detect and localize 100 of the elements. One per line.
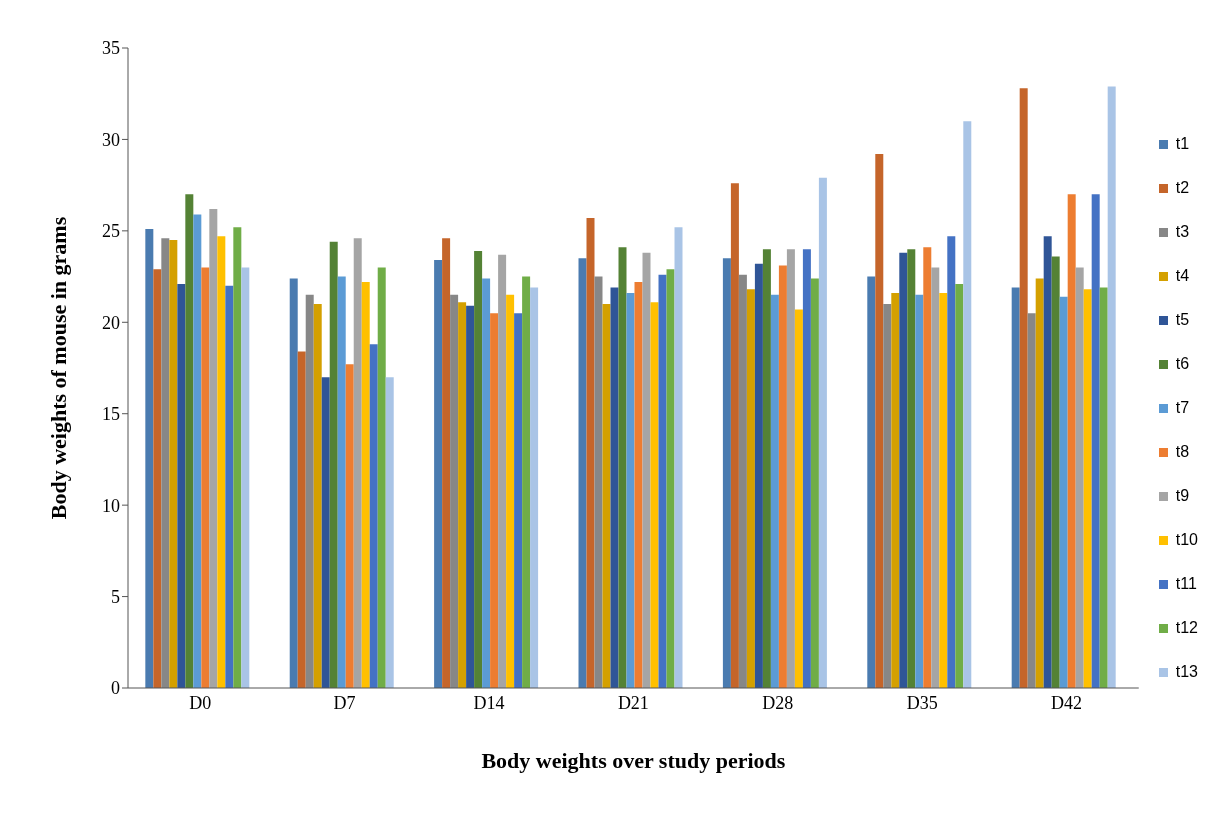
bar xyxy=(915,294,924,688)
y-tick-label: 10 xyxy=(102,495,120,516)
bar xyxy=(955,283,964,688)
x-axis-title: Body weights over study periods xyxy=(481,748,786,773)
legend-label: t3 xyxy=(1175,223,1190,241)
bar xyxy=(802,249,811,688)
y-tick-label: 30 xyxy=(102,129,120,150)
bar xyxy=(762,249,771,688)
bar xyxy=(1043,236,1052,688)
legend-label: t9 xyxy=(1175,487,1190,505)
bar xyxy=(610,287,619,688)
legend-label: t13 xyxy=(1175,663,1198,681)
bar xyxy=(674,227,683,688)
bar xyxy=(442,238,451,688)
bar xyxy=(209,208,218,688)
x-tick-label: D14 xyxy=(473,692,505,713)
y-tick-label: 35 xyxy=(102,38,120,59)
bar xyxy=(369,344,378,688)
bar xyxy=(361,282,370,688)
legend-label: t6 xyxy=(1175,355,1190,373)
bar xyxy=(1011,287,1020,688)
bar xyxy=(899,252,908,688)
x-tick-label: D28 xyxy=(762,692,794,713)
bar xyxy=(1035,278,1044,688)
x-tick-label: D7 xyxy=(333,692,356,713)
bar xyxy=(353,238,362,688)
bar xyxy=(169,240,178,688)
bar xyxy=(1099,287,1108,688)
bar xyxy=(161,238,170,688)
bar xyxy=(1019,88,1028,688)
bar xyxy=(466,305,475,688)
bar xyxy=(482,278,491,688)
bar xyxy=(217,236,226,688)
bar xyxy=(867,276,876,688)
bar xyxy=(1107,86,1116,688)
bar xyxy=(963,121,972,688)
bar xyxy=(530,287,539,688)
bar xyxy=(746,289,755,688)
bar xyxy=(642,252,651,688)
bar xyxy=(891,293,900,688)
legend-label: t11 xyxy=(1175,575,1197,593)
bar xyxy=(947,236,956,688)
bar xyxy=(907,249,916,688)
bar xyxy=(241,267,250,688)
bar xyxy=(1027,313,1036,688)
bar xyxy=(490,313,499,688)
y-tick-label: 20 xyxy=(102,312,120,333)
bar xyxy=(1067,194,1076,688)
bar xyxy=(730,183,739,688)
bar xyxy=(1051,256,1060,688)
bar xyxy=(522,276,531,688)
bar xyxy=(818,177,827,688)
bar xyxy=(321,377,330,688)
bar xyxy=(754,263,763,688)
bar xyxy=(337,276,346,688)
bar xyxy=(145,229,154,688)
bar xyxy=(1091,194,1100,688)
bar xyxy=(289,278,298,688)
legend-label: t8 xyxy=(1175,443,1190,461)
bar xyxy=(153,269,162,688)
bar xyxy=(875,154,884,688)
bar xyxy=(923,247,932,688)
x-tick-label: D35 xyxy=(906,692,938,713)
y-tick-label: 0 xyxy=(111,678,120,699)
legend-label: t10 xyxy=(1175,531,1198,549)
bar xyxy=(666,269,675,688)
bar xyxy=(345,364,354,688)
bar xyxy=(650,302,659,688)
legend-label: t1 xyxy=(1175,135,1190,153)
bar xyxy=(794,309,803,688)
bar xyxy=(883,304,892,688)
bar xyxy=(738,274,747,688)
bar xyxy=(385,377,394,688)
bar xyxy=(506,294,515,688)
y-tick-label: 25 xyxy=(102,221,120,242)
legend-label: t12 xyxy=(1175,619,1198,637)
bar xyxy=(578,258,587,688)
bar xyxy=(1083,289,1092,688)
y-tick-label: 15 xyxy=(102,404,120,425)
bar xyxy=(434,260,443,688)
bar xyxy=(225,285,234,688)
y-axis-title: Body weights of mouse in grams xyxy=(45,216,71,520)
bar xyxy=(778,265,787,688)
bar xyxy=(810,278,819,688)
bar xyxy=(586,218,595,688)
x-tick-label: D21 xyxy=(617,692,649,713)
bar xyxy=(193,214,202,688)
y-tick-label: 5 xyxy=(111,586,120,607)
bar xyxy=(305,294,314,688)
bar xyxy=(458,302,467,688)
bar xyxy=(233,227,242,688)
bar xyxy=(618,247,627,688)
bar xyxy=(770,294,779,688)
bar xyxy=(658,274,667,688)
bar xyxy=(634,282,643,688)
bar xyxy=(297,351,306,688)
legend-label: t4 xyxy=(1175,267,1190,285)
bar xyxy=(722,258,731,688)
bar xyxy=(474,250,483,688)
bar xyxy=(450,294,459,688)
